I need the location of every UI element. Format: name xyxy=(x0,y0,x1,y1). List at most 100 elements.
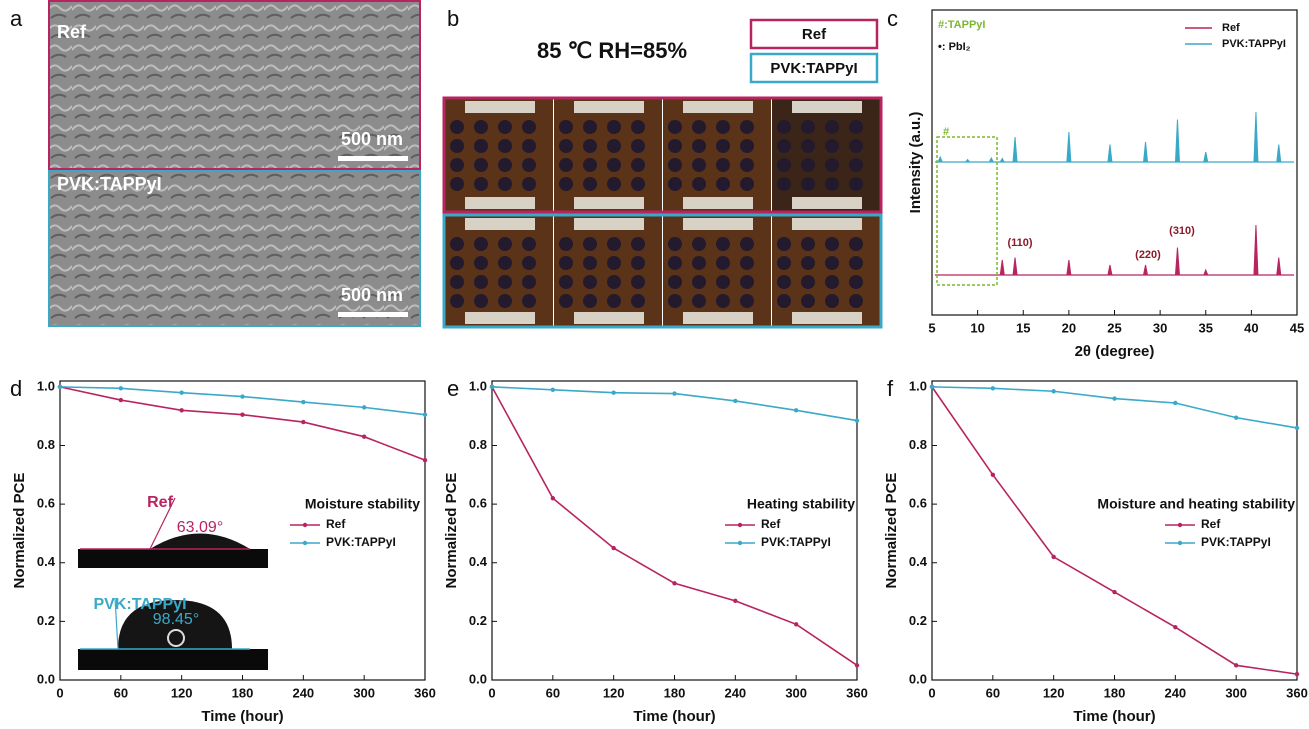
data-point xyxy=(118,397,124,403)
y-tick-label: 0.0 xyxy=(909,671,927,686)
x-tick-label: 360 xyxy=(846,685,868,700)
pixel xyxy=(450,275,464,289)
peak xyxy=(1253,111,1259,163)
pixel xyxy=(777,120,791,134)
electrode xyxy=(574,101,644,113)
peak xyxy=(1107,264,1113,276)
pixel xyxy=(849,120,863,134)
pixel xyxy=(522,177,536,191)
pixel xyxy=(607,139,621,153)
device-photo xyxy=(554,216,662,326)
pixel xyxy=(498,294,512,308)
pixel xyxy=(498,139,512,153)
sem-image xyxy=(48,170,421,327)
y-axis-label: Normalized PCE xyxy=(443,473,460,589)
legend-label: PVK:TAPPyI xyxy=(770,60,857,77)
pixel xyxy=(716,139,730,153)
pixel xyxy=(740,275,754,289)
annotation: (220) xyxy=(1135,249,1161,261)
annotation: (310) xyxy=(1169,225,1195,237)
pixel xyxy=(474,120,488,134)
scale-bar-label: 500 nm xyxy=(341,129,403,149)
pixel xyxy=(631,139,645,153)
pixel xyxy=(692,120,706,134)
pixel xyxy=(740,158,754,172)
pixel xyxy=(849,275,863,289)
pixel xyxy=(583,237,597,251)
data-point xyxy=(733,398,738,404)
x-tick-label: 180 xyxy=(664,685,686,700)
data-point xyxy=(550,387,556,392)
pixel xyxy=(607,294,621,308)
data-point xyxy=(733,598,738,604)
y-axis-label: Intensity (a.u.) xyxy=(907,112,924,214)
plot-frame xyxy=(59,380,426,681)
panel-label: d xyxy=(10,376,22,401)
pixel xyxy=(692,237,706,251)
x-tick-label: 0 xyxy=(56,685,63,700)
angle-label: 63.09° xyxy=(177,519,223,536)
legend-label: Ref xyxy=(761,517,781,531)
legend-label: Ref xyxy=(1201,517,1221,531)
x-tick-label: 240 xyxy=(1164,685,1186,700)
droplet-image xyxy=(78,549,268,568)
data-point xyxy=(361,405,367,410)
sem-image xyxy=(48,0,421,170)
legend-marker xyxy=(737,540,743,546)
pixel xyxy=(607,177,621,191)
x-tick-label: 40 xyxy=(1244,320,1258,335)
x-tick-label: 35 xyxy=(1199,320,1213,335)
data-point xyxy=(1233,415,1239,420)
pixel xyxy=(849,158,863,172)
data-point xyxy=(990,472,996,478)
electrode xyxy=(465,197,535,209)
data-line xyxy=(491,386,858,667)
x-tick-label: 60 xyxy=(986,685,1000,700)
pixel xyxy=(692,275,706,289)
data-point xyxy=(793,408,799,413)
legend-label: Ref xyxy=(802,26,827,43)
pixel xyxy=(474,177,488,191)
pixel xyxy=(825,237,839,251)
device-photo xyxy=(772,216,880,326)
pixel xyxy=(849,294,863,308)
pixel xyxy=(777,237,791,251)
data-line xyxy=(59,386,426,416)
pixel xyxy=(607,256,621,270)
annotation: # xyxy=(943,126,949,138)
pixel xyxy=(740,237,754,251)
pixel xyxy=(607,275,621,289)
pixel xyxy=(668,275,682,289)
pixel xyxy=(716,120,730,134)
image-label: Ref xyxy=(57,22,87,42)
pixel xyxy=(740,139,754,153)
x-axis-label: Time (hour) xyxy=(633,708,715,725)
device-photo xyxy=(772,99,880,211)
pixel xyxy=(631,237,645,251)
data-point xyxy=(550,496,556,501)
pixel xyxy=(631,120,645,134)
pixel xyxy=(498,256,512,270)
x-tick-label: 120 xyxy=(603,685,625,700)
pixel xyxy=(450,120,464,134)
x-tick-label: 0 xyxy=(928,685,935,700)
electrode xyxy=(792,218,862,230)
peak xyxy=(1276,257,1282,276)
condition: 85 ℃ RH=85% xyxy=(537,38,687,63)
device-photo xyxy=(663,216,771,326)
droplet xyxy=(118,600,232,649)
inset-label: PVK:TAPPyI xyxy=(93,596,186,613)
pixel xyxy=(559,139,573,153)
angle-line xyxy=(114,597,119,650)
y-tick-label: 0.8 xyxy=(909,437,927,452)
x-axis-label: Time (hour) xyxy=(201,708,283,725)
pixel xyxy=(668,256,682,270)
pixel xyxy=(740,294,754,308)
x-tick-label: 60 xyxy=(546,685,560,700)
panel-label: e xyxy=(447,376,459,401)
data-point xyxy=(422,412,428,417)
pixel xyxy=(668,237,682,251)
panel-label: f xyxy=(887,376,894,401)
pixel xyxy=(631,158,645,172)
pixel xyxy=(498,237,512,251)
